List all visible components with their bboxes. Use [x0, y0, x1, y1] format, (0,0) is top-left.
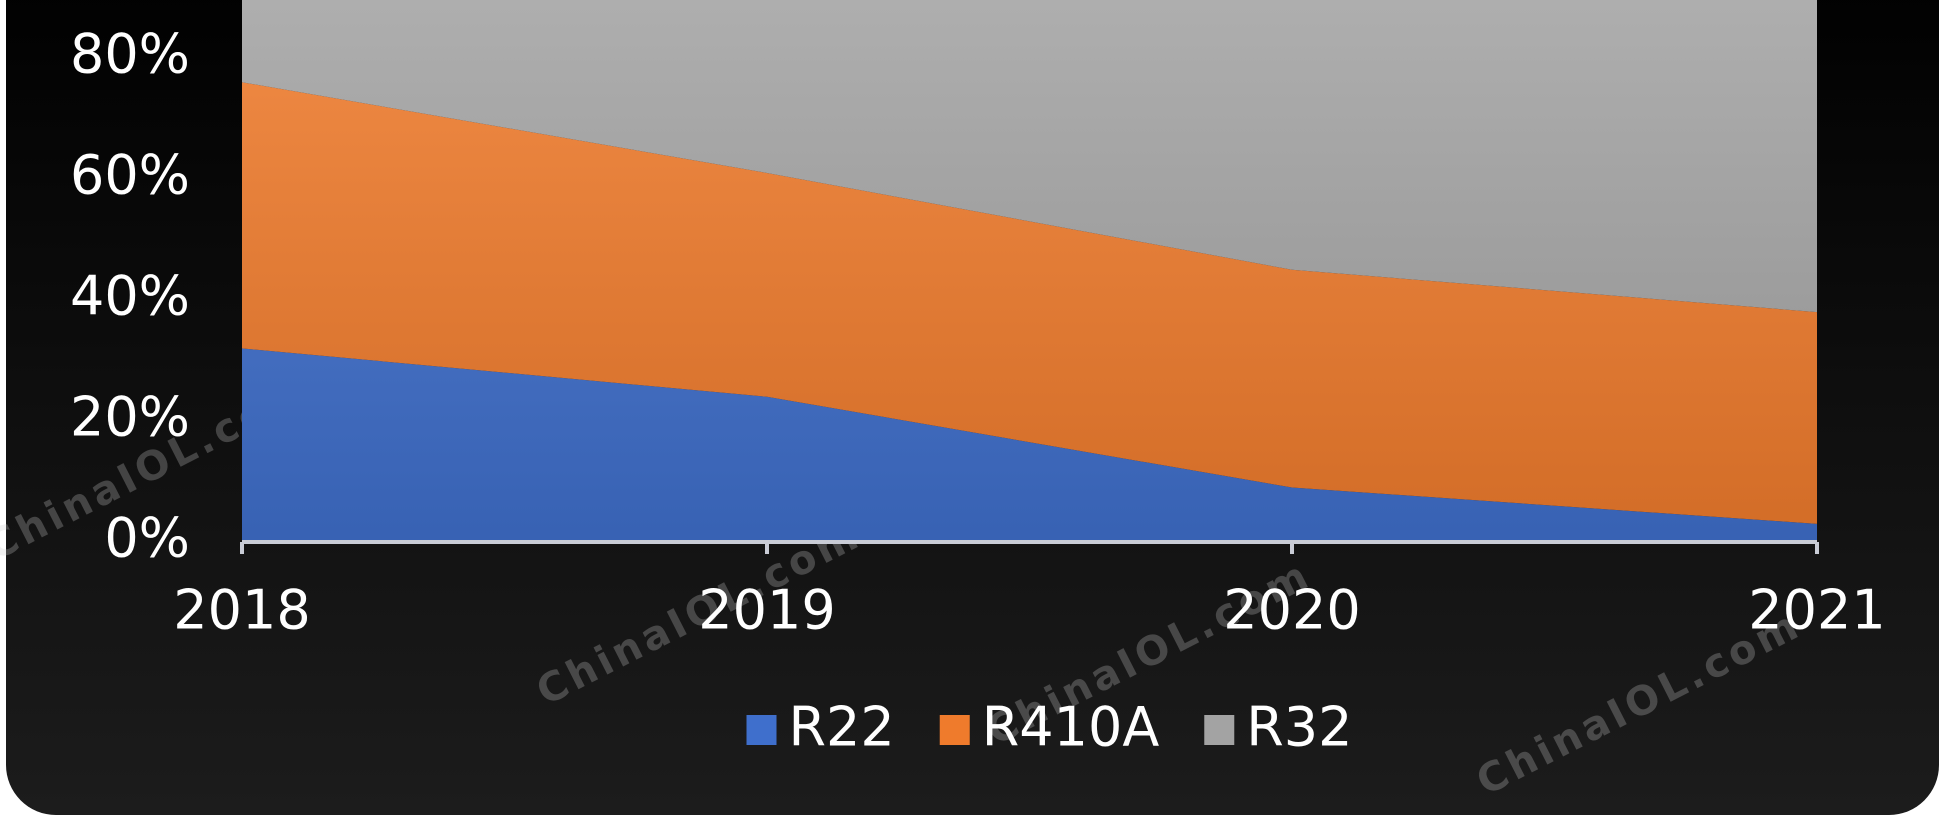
y-tick-label: 60%	[70, 144, 190, 207]
y-tick-label: 80%	[70, 23, 190, 86]
x-tick-label: 2021	[1748, 579, 1885, 642]
legend-label: R410A	[982, 696, 1160, 759]
x-tick-label: 2020	[1223, 579, 1360, 642]
legend: R22 R410A R32	[746, 696, 1353, 759]
x-tick-label: 2019	[698, 579, 835, 642]
y-tick-label: 0%	[104, 507, 190, 570]
legend-label: R32	[1246, 696, 1352, 759]
x-tick-label: 2018	[173, 579, 310, 642]
legend-swatch	[939, 715, 970, 745]
y-tick-label: 40%	[70, 265, 190, 328]
legend-label: R22	[789, 696, 895, 759]
legend-swatch	[1204, 715, 1235, 745]
y-tick-label: 20%	[70, 386, 190, 449]
legend-swatch	[746, 715, 777, 745]
